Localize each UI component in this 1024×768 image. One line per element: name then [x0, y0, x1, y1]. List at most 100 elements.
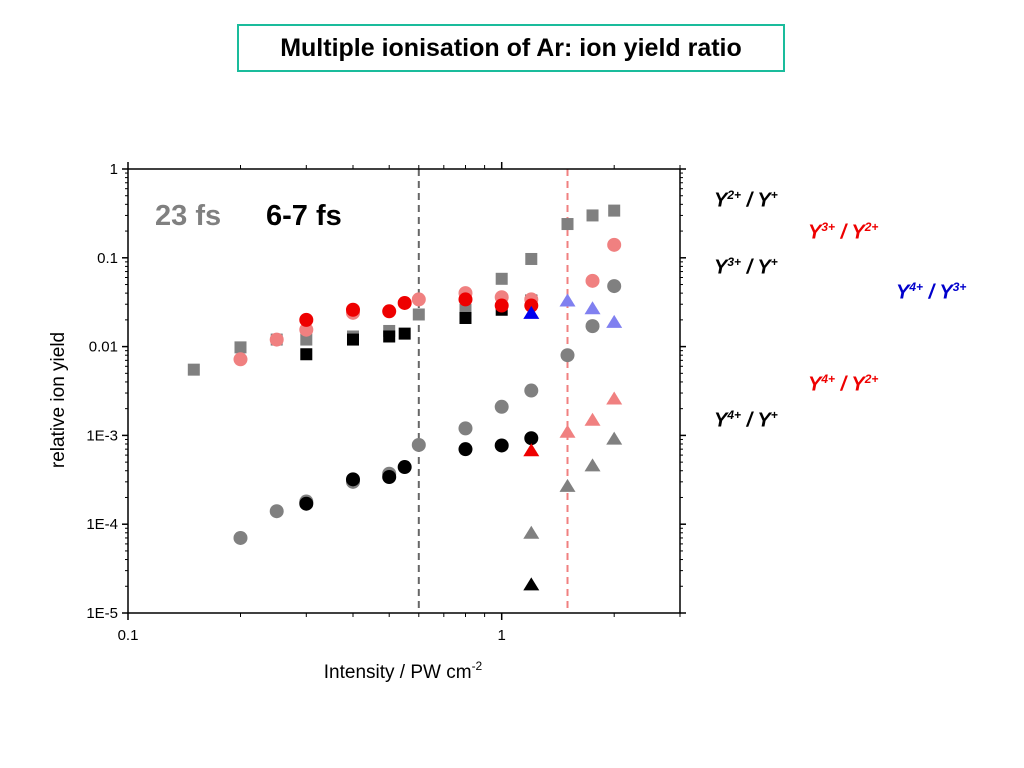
data-point-square: [300, 333, 313, 346]
chart-title: Multiple ionisation of Ar: ion yield rat…: [237, 24, 785, 72]
data-point-square: [234, 341, 247, 354]
data-point-triangle: [523, 305, 540, 319]
series-11: [523, 577, 540, 591]
data-point-triangle: [606, 431, 623, 445]
y-tick-label: 0.1: [97, 250, 118, 267]
data-point-circle: [585, 273, 600, 288]
data-point-circle: [269, 332, 284, 347]
legend-denominator: Y: [757, 256, 771, 279]
data-point-triangle: [584, 458, 601, 472]
series-3: [299, 292, 539, 327]
legend-numerator: Y: [714, 409, 728, 432]
legend-denominator: Y: [757, 409, 771, 432]
data-point-square: [561, 218, 574, 231]
data-point-square: [346, 333, 359, 346]
series-5: [299, 431, 539, 511]
data-point-circle: [494, 298, 509, 313]
data-point-triangle: [584, 301, 601, 315]
legend-entry: Y2+ / Y+: [714, 188, 778, 213]
data-point-circle: [382, 470, 397, 485]
series-7: [523, 305, 540, 319]
data-point-circle: [607, 237, 622, 252]
data-point-circle: [524, 383, 539, 398]
data-point-square: [383, 330, 396, 343]
legend-numerator-sup: 3+: [727, 255, 742, 269]
data-point-square: [525, 252, 538, 265]
data-point-circle: [233, 352, 248, 367]
legend-numerator-sup: 4+: [821, 372, 836, 386]
legend-numerator: Y: [808, 373, 822, 396]
data-point-circle: [458, 442, 473, 457]
data-point-circle: [494, 438, 509, 453]
data-point-circle: [233, 530, 248, 545]
legend-denominator: Y: [757, 189, 771, 212]
data-point-circle: [299, 312, 314, 327]
data-point-circle: [560, 348, 575, 363]
data-point-square: [300, 348, 313, 361]
data-point-square: [412, 308, 425, 321]
series-10: [523, 431, 623, 539]
data-point-circle: [397, 460, 412, 475]
y-axis-label: relative ion yield: [48, 332, 69, 468]
data-point-square: [495, 272, 508, 285]
legend-denominator-sup: 2+: [864, 372, 879, 386]
data-point-circle: [411, 292, 426, 307]
legend-separator: /: [741, 256, 758, 279]
legend-numerator-sup: 3+: [821, 220, 836, 234]
legend-denominator-sup: 3+: [952, 280, 967, 294]
data-point-circle: [299, 322, 314, 337]
data-point-triangle: [559, 293, 576, 307]
data-point-circle: [524, 431, 539, 446]
data-point-circle: [345, 472, 360, 487]
data-point-circle: [411, 437, 426, 452]
legend-separator: /: [741, 409, 758, 432]
legend-entry: Y4+ / Y2+: [808, 372, 878, 397]
legend-numerator-sup: 2+: [727, 188, 742, 202]
data-point-circle: [494, 399, 509, 414]
data-point-triangle: [584, 412, 601, 426]
y-tick-label: 1E-4: [86, 516, 118, 533]
legend-separator: /: [835, 373, 852, 396]
data-point-circle: [607, 279, 622, 294]
data-point-triangle: [559, 424, 576, 438]
x-axis-label: Intensity / PW cm-2: [324, 659, 483, 683]
data-point-circle: [458, 292, 473, 307]
data-point-circle: [458, 421, 473, 436]
legend-numerator: Y: [714, 256, 728, 279]
series-0: [187, 204, 621, 376]
legend-denominator-sup: +: [770, 255, 778, 269]
data-point-triangle: [523, 577, 540, 591]
x-axis-label-main: Intensity / PW cm: [324, 662, 472, 683]
legend-numerator-sup: 4+: [909, 280, 924, 294]
data-point-triangle: [559, 478, 576, 492]
legend-denominator-sup: +: [770, 188, 778, 202]
x-axis-label-sup: -2: [472, 659, 483, 673]
data-point-square: [586, 209, 599, 222]
legend-numerator: Y: [896, 281, 910, 304]
legend-separator: /: [741, 189, 758, 212]
legend-denominator: Y: [851, 221, 865, 244]
legend-entry: Y3+ / Y+: [714, 255, 778, 280]
legend-denominator: Y: [851, 373, 865, 396]
data-point-circle: [345, 302, 360, 317]
data-point-circle: [397, 295, 412, 310]
data-point-square: [459, 311, 472, 324]
data-point-triangle: [523, 525, 540, 539]
plot-frame: [127, 168, 681, 614]
legend-separator: /: [835, 221, 852, 244]
y-tick-label: 1E-3: [86, 427, 118, 444]
legend-denominator-sup: +: [770, 408, 778, 422]
x-tick-label: 0.1: [118, 627, 139, 644]
legend-denominator-sup: 2+: [864, 220, 879, 234]
y-tick-label: 1E-5: [86, 605, 118, 622]
legend-numerator: Y: [714, 189, 728, 212]
data-point-circle: [299, 496, 314, 511]
series-9: [523, 443, 540, 457]
y-tick-label: 0.01: [89, 339, 118, 356]
legend-separator: /: [923, 281, 940, 304]
series-6: [559, 293, 623, 328]
data-point-square: [187, 363, 200, 376]
legend-entry: Y4+ / Y3+: [896, 280, 966, 305]
data-point-circle: [382, 304, 397, 319]
